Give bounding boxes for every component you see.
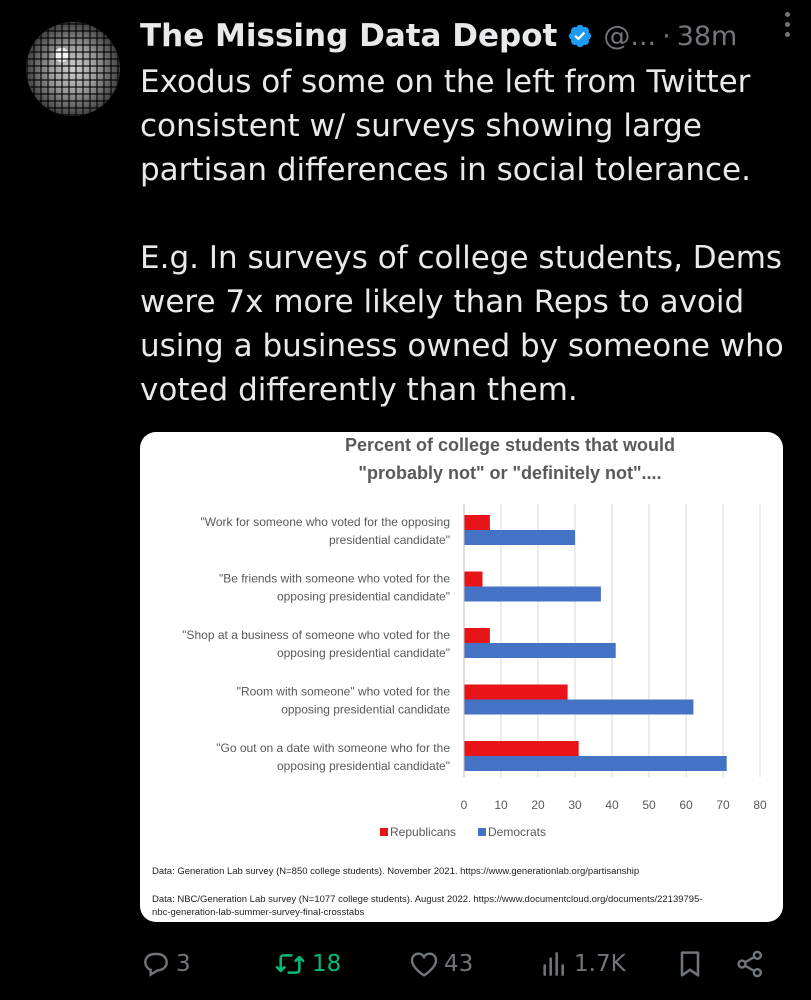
category-label: "Go out on a date with someone who for t… (216, 741, 450, 755)
heart-icon (410, 952, 438, 977)
chart-title-line-1: Percent of college students that would (345, 435, 675, 455)
x-tick-label: 30 (568, 798, 582, 812)
tweet-paragraph-2: E.g. In surveys of college students, Dem… (140, 240, 784, 408)
bar-republicans-5 (464, 741, 579, 756)
chart-title-line-2: "probably not" or "definitely not".... (358, 463, 661, 483)
bar-democrats-2 (464, 586, 601, 602)
bar-chart: Percent of college students that would "p… (152, 435, 767, 918)
bar-democrats-1 (464, 530, 575, 545)
x-tick-label: 50 (642, 798, 656, 812)
category-label: "Be friends with someone who voted for t… (219, 572, 450, 586)
category-label: "Work for someone who voted for the oppo… (200, 515, 450, 529)
category-label: opposing presidential candidate" (277, 646, 450, 660)
retweet-button[interactable]: 18 (272, 940, 341, 988)
x-tick-label: 60 (679, 798, 693, 812)
bar-democrats-5 (464, 756, 727, 771)
category-label: "Room with someone" who voted for the (237, 685, 451, 699)
like-count: 43 (444, 951, 474, 977)
retweet-count: 18 (312, 951, 342, 977)
reply-count: 3 (176, 951, 191, 977)
tweet-actions: 3 18 43 1.7K (140, 940, 780, 988)
reply-icon (144, 952, 168, 977)
author-handle[interactable]: @... (603, 20, 657, 52)
category-label: opposing presidential candidate" (277, 590, 450, 604)
legend-swatch-republicans (380, 828, 388, 836)
bar-republicans-4 (464, 684, 568, 700)
legend-label-democrats: Democrats (488, 825, 546, 839)
x-tick-label: 70 (716, 798, 730, 812)
legend-label-republicans: Republicans (390, 825, 456, 839)
x-tick-label: 10 (494, 798, 508, 812)
category-label: opposing presidential candidate" (277, 759, 450, 773)
bar-democrats-4 (464, 699, 694, 715)
x-tick-label: 80 (753, 798, 767, 812)
chart-source-3: nbc-generation-lab-summer-survey-final-c… (152, 907, 364, 918)
timestamp[interactable]: 38m (676, 20, 738, 52)
category-label: "Shop at a business of someone who voted… (182, 628, 450, 642)
bar-republicans-1 (464, 515, 490, 530)
like-button[interactable]: 43 (408, 940, 473, 988)
x-tick-label: 20 (531, 798, 545, 812)
bar-republicans-2 (464, 571, 483, 587)
x-tick-label: 40 (605, 798, 619, 812)
bar-democrats-3 (464, 643, 616, 658)
share-button[interactable] (734, 940, 770, 988)
tweet-text: Exodus of some on the left from Twitter … (140, 60, 800, 412)
tweet-header: The Missing Data Depot @... · 38m (140, 14, 800, 58)
view-count: 1.7K (574, 951, 626, 977)
verified-badge-icon (569, 24, 592, 48)
bookmark-icon (680, 951, 700, 977)
x-tick-label: 0 (461, 798, 468, 812)
reply-button[interactable]: 3 (140, 940, 191, 988)
legend-swatch-democrats (478, 828, 486, 836)
chart-source-1: Data: Generation Lab survey (N=850 colle… (152, 866, 639, 877)
chart-source-2: Data: NBC/Generation Lab survey (N=1077 … (152, 894, 703, 905)
bookmark-button[interactable] (674, 940, 710, 988)
more-options-icon[interactable] (783, 10, 791, 38)
analytics-icon (543, 952, 564, 976)
separator: · (662, 20, 671, 52)
category-label: presidential candidate" (329, 533, 450, 547)
category-label: opposing presidential candidate (281, 703, 450, 717)
chart-image[interactable]: Percent of college students that would "p… (140, 432, 783, 922)
bar-republicans-3 (464, 628, 490, 643)
tweet-paragraph-1: Exodus of some on the left from Twitter … (140, 64, 751, 188)
author-name[interactable]: The Missing Data Depot (140, 18, 558, 54)
avatar[interactable] (26, 22, 120, 116)
views-button[interactable]: 1.7K (538, 940, 626, 988)
retweet-icon (275, 954, 305, 974)
share-icon (737, 950, 762, 978)
